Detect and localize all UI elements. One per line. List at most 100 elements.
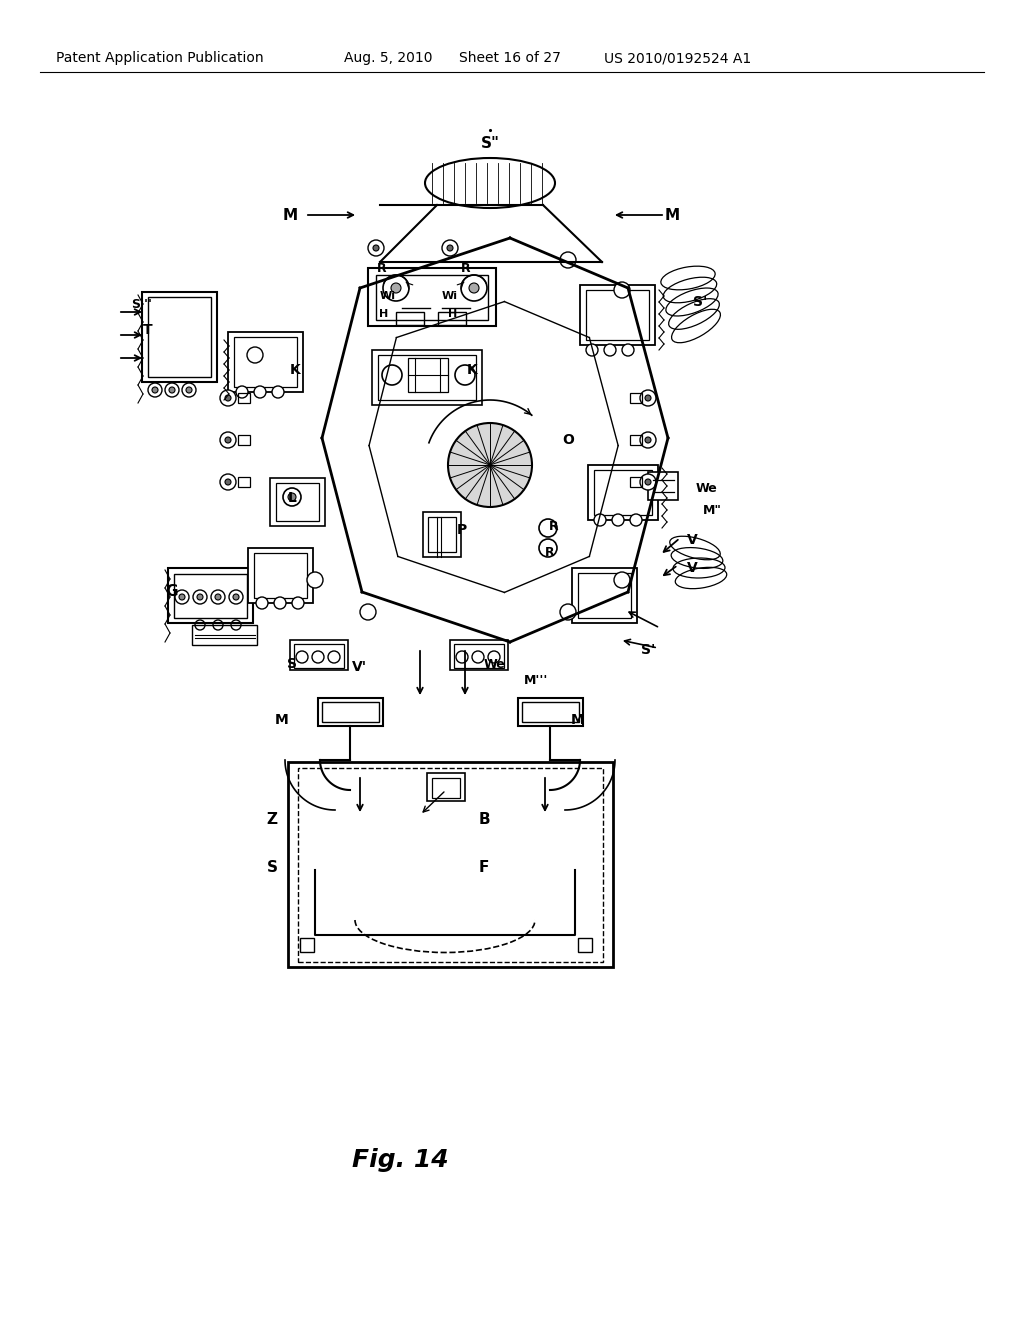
- Circle shape: [283, 488, 301, 506]
- Circle shape: [612, 513, 624, 525]
- Bar: [238, 477, 250, 487]
- Bar: [588, 465, 658, 520]
- Text: Wi: Wi: [380, 290, 396, 301]
- Bar: [318, 698, 383, 726]
- Text: M: M: [275, 713, 289, 727]
- Circle shape: [211, 590, 225, 605]
- Circle shape: [220, 432, 236, 447]
- Bar: [270, 478, 325, 525]
- Text: Wi: Wi: [442, 290, 458, 301]
- Bar: [522, 702, 579, 722]
- Text: P: P: [457, 523, 467, 537]
- Text: R: R: [461, 261, 471, 275]
- Bar: [193, 624, 257, 645]
- Text: R: R: [377, 261, 387, 275]
- Text: V: V: [687, 533, 697, 546]
- Circle shape: [225, 479, 231, 484]
- Bar: [298, 768, 603, 962]
- Circle shape: [622, 345, 634, 356]
- Bar: [234, 337, 297, 387]
- Text: M''': M''': [524, 673, 548, 686]
- Text: V: V: [687, 561, 697, 576]
- Circle shape: [586, 345, 598, 356]
- Bar: [322, 702, 379, 722]
- Circle shape: [373, 246, 379, 251]
- Bar: [294, 644, 344, 668]
- Circle shape: [488, 651, 500, 663]
- Circle shape: [630, 513, 642, 525]
- Circle shape: [449, 422, 532, 507]
- Text: M: M: [665, 207, 680, 223]
- Bar: [408, 358, 449, 392]
- Circle shape: [461, 275, 487, 301]
- Bar: [648, 473, 678, 500]
- Circle shape: [272, 385, 284, 399]
- Bar: [372, 350, 482, 405]
- Circle shape: [165, 383, 179, 397]
- Circle shape: [469, 282, 479, 293]
- Bar: [427, 774, 465, 801]
- Circle shape: [640, 389, 656, 407]
- Circle shape: [296, 651, 308, 663]
- Circle shape: [382, 366, 402, 385]
- Circle shape: [225, 437, 231, 444]
- Circle shape: [640, 474, 656, 490]
- Text: S': S': [641, 643, 655, 657]
- Circle shape: [197, 594, 203, 601]
- Bar: [378, 355, 476, 400]
- Circle shape: [225, 395, 231, 401]
- Circle shape: [614, 282, 630, 298]
- Text: S': S': [693, 294, 708, 309]
- Circle shape: [193, 590, 207, 605]
- Text: L: L: [288, 491, 296, 506]
- Circle shape: [539, 539, 557, 557]
- Circle shape: [169, 387, 175, 393]
- Text: H: H: [449, 309, 458, 319]
- Circle shape: [175, 590, 189, 605]
- Text: T: T: [143, 323, 153, 337]
- Text: We: We: [483, 657, 505, 671]
- Text: Aug. 5, 2010: Aug. 5, 2010: [344, 51, 432, 65]
- Circle shape: [148, 383, 162, 397]
- Circle shape: [383, 275, 409, 301]
- Circle shape: [152, 387, 158, 393]
- Text: G: G: [166, 585, 178, 599]
- Bar: [168, 568, 253, 623]
- Text: H: H: [379, 309, 389, 319]
- Bar: [594, 470, 652, 515]
- Circle shape: [288, 492, 296, 502]
- Bar: [578, 939, 592, 952]
- Bar: [300, 939, 314, 952]
- Bar: [228, 333, 303, 392]
- Circle shape: [614, 572, 630, 587]
- Bar: [238, 393, 250, 403]
- Circle shape: [186, 387, 193, 393]
- Circle shape: [360, 605, 376, 620]
- Bar: [450, 640, 508, 671]
- Text: M": M": [702, 503, 722, 516]
- Circle shape: [182, 383, 196, 397]
- Circle shape: [391, 282, 401, 293]
- Bar: [580, 285, 655, 345]
- Circle shape: [472, 651, 484, 663]
- Circle shape: [640, 432, 656, 447]
- Circle shape: [220, 474, 236, 490]
- Bar: [142, 292, 217, 381]
- Text: V': V': [352, 660, 368, 675]
- Circle shape: [292, 597, 304, 609]
- Bar: [396, 312, 424, 325]
- Bar: [174, 574, 247, 618]
- Text: B: B: [478, 813, 489, 828]
- Circle shape: [442, 240, 458, 256]
- Circle shape: [179, 594, 185, 601]
- Circle shape: [256, 597, 268, 609]
- Bar: [428, 517, 456, 552]
- Circle shape: [594, 513, 606, 525]
- Circle shape: [229, 590, 243, 605]
- Text: K: K: [467, 363, 477, 378]
- Bar: [630, 477, 642, 487]
- Bar: [518, 698, 583, 726]
- Bar: [438, 312, 466, 325]
- Bar: [276, 483, 319, 521]
- Circle shape: [220, 389, 236, 407]
